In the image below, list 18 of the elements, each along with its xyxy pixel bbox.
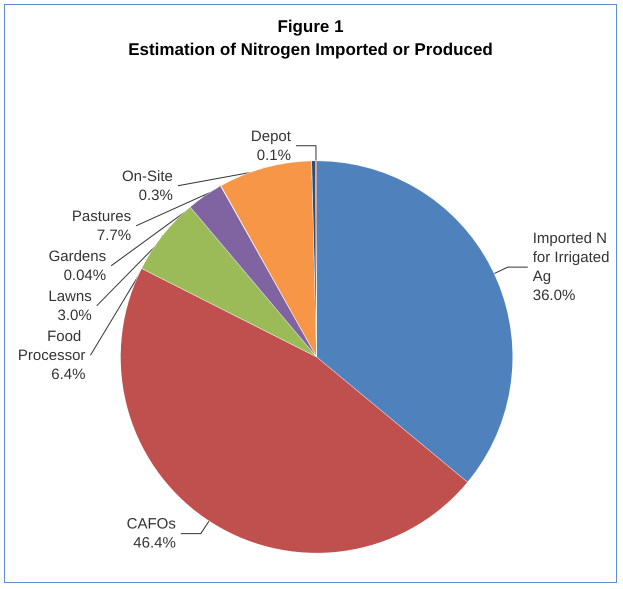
data-label: 36.0%: [532, 287, 576, 304]
data-label: 3.0%: [58, 306, 92, 324]
slice-label: Imported N for Irrigated Ag: [532, 230, 614, 286]
data-label: 46.4%: [133, 534, 176, 552]
slice-label: On-Site: [122, 168, 173, 185]
chart-subtitle: Estimation of Nitrogen Imported or Produced: [128, 40, 493, 59]
data-label: 0.1%: [256, 146, 291, 164]
data-label: 7.7%: [96, 226, 132, 244]
slice-label: Pastures: [72, 208, 132, 225]
slice-label: Gardens: [48, 248, 106, 265]
slice-label: Lawns: [48, 288, 92, 305]
slice-label: Food Processor: [18, 328, 86, 364]
chart-title: Figure 1: [277, 17, 344, 36]
data-label: 0.3%: [138, 186, 173, 204]
data-label: 6.4%: [51, 366, 86, 383]
slice-label: Depot: [250, 128, 292, 145]
slice-label: CAFOs: [126, 516, 176, 533]
data-label: 0.04%: [64, 266, 106, 284]
